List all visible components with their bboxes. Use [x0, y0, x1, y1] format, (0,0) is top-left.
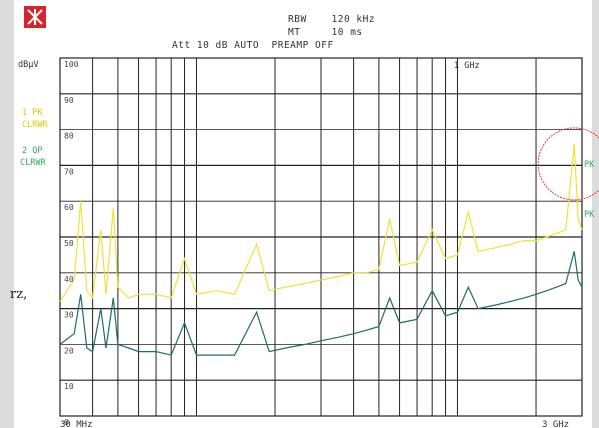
y-tick-label: 60 — [64, 203, 74, 212]
brand-logo — [24, 6, 46, 28]
y-tick-label: 0 — [64, 418, 69, 427]
marker-right-top: PK — [584, 160, 595, 170]
y-tick-label: 30 — [64, 311, 74, 320]
trace2-label: 2 QP — [22, 146, 43, 156]
trace-qp-line — [59, 251, 583, 356]
trace1-mode: CLRWR — [22, 120, 48, 130]
trace1-label: 1 PK — [22, 108, 43, 118]
trace2-mode: CLRWR — [20, 158, 46, 168]
attenuation-readout: Att 10 dB AUTO PREAMP OFF — [172, 40, 334, 51]
y-tick-label: 100 — [64, 60, 79, 69]
y-tick-label: 40 — [64, 275, 74, 284]
left-bezel — [0, 0, 14, 428]
marker-highlight-circle — [537, 127, 599, 201]
trace-pk-line — [59, 143, 583, 302]
cut-off-label: rz, — [10, 287, 28, 302]
marker-frequency-label: 1 GHz — [454, 61, 480, 71]
unit-label: dBµV — [18, 60, 39, 70]
y-tick-label: 90 — [64, 96, 74, 105]
right-bezel — [592, 0, 599, 428]
x-axis-start-label: 30 MHz — [60, 420, 93, 428]
y-tick-label: 80 — [64, 132, 74, 141]
mt-readout: MT 10 ms — [288, 27, 363, 38]
x-axis-end-label: 3 GHz — [542, 420, 569, 428]
y-tick-label: 10 — [64, 382, 74, 391]
rbw-readout: RBW 120 kHz — [288, 14, 376, 25]
y-tick-label: 70 — [64, 167, 74, 176]
y-tick-label: 20 — [64, 346, 74, 355]
y-tick-label: 50 — [64, 239, 74, 248]
marker-right-bottom: PK — [584, 210, 595, 220]
